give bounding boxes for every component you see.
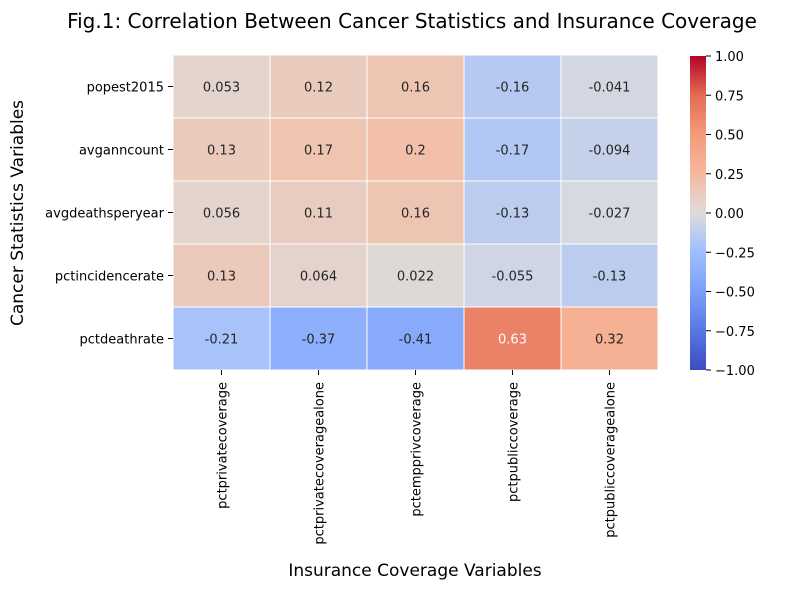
x-tick-label: pctprivatecoverage	[216, 382, 231, 509]
heatmap-cell	[463, 180, 562, 245]
heatmap-cell	[269, 180, 368, 245]
chart-title: Fig.1: Correlation Between Cancer Statis…	[67, 9, 757, 33]
colorbar-tick-label: −0.25	[715, 246, 755, 261]
y-tick-label: avgdeathsperyear	[45, 207, 164, 222]
heatmap-cell	[269, 306, 368, 371]
cell-value-label: -0.041	[589, 81, 631, 96]
x-axis-ticks: pctprivatecoverage pctprivatecoveragealon…	[216, 370, 619, 545]
heatmap-cell	[366, 180, 465, 245]
colorbar-ticks: 1.00 0.75 0.50 0.25 0.00 −0.25 −0.50 −0.75 −1.00	[706, 50, 755, 379]
cell-value-label: 0.056	[203, 207, 240, 222]
cell-value-label: -0.41	[399, 333, 433, 348]
heatmap-cell	[560, 180, 659, 245]
heatmap-cell	[560, 54, 659, 119]
heatmap-cell	[172, 306, 271, 371]
colorbar-tick-label: 0.25	[715, 168, 744, 183]
x-tick-label: pctpubliccoveragealone	[604, 382, 619, 538]
y-tick-label: popest2015	[87, 81, 164, 96]
colorbar-tick-label: −0.50	[715, 286, 755, 301]
colorbar-tick-label: 1.00	[715, 50, 744, 65]
cell-value-label: -0.16	[496, 81, 530, 96]
heatmap-cell	[463, 243, 562, 308]
heatmap-cell	[366, 306, 465, 371]
heatmap-cell	[463, 54, 562, 119]
colorbar	[690, 56, 706, 370]
cell-value-label: -0.13	[496, 207, 530, 222]
heatmap-cell	[366, 117, 465, 182]
cell-value-label: 0.2	[405, 144, 426, 159]
cell-value-label: 0.12	[304, 81, 333, 96]
x-tick-label: pctpubliccoverage	[507, 382, 522, 502]
heatmap-cell	[269, 243, 368, 308]
x-tick-label: pctprivatecoveragealone	[313, 382, 328, 545]
cell-value-label: 0.32	[595, 333, 624, 348]
heatmap-cell	[560, 243, 659, 308]
y-tick-label: pctdeathrate	[80, 333, 164, 348]
cell-value-label: 0.022	[397, 270, 434, 285]
cell-value-label: 0.16	[401, 207, 430, 222]
heatmap-cells	[172, 54, 659, 371]
heatmap-cell	[172, 117, 271, 182]
y-tick-label: avganncount	[79, 144, 164, 159]
heatmap-cell	[366, 54, 465, 119]
heatmap-cell	[560, 117, 659, 182]
cell-value-label: -0.094	[589, 144, 631, 159]
cell-value-label: 0.13	[207, 270, 236, 285]
cell-value-label: -0.055	[492, 270, 534, 285]
cell-value-label: -0.13	[593, 270, 627, 285]
x-tick-label: pctempprivcoverage	[410, 382, 425, 517]
cell-value-label: 0.053	[203, 81, 240, 96]
y-axis-label: Cancer Statistics Variables	[8, 100, 28, 326]
cell-value-label: -0.17	[496, 144, 530, 159]
heatmap-cell	[560, 306, 659, 371]
cell-value-label: 0.16	[401, 81, 430, 96]
cell-value-label: 0.11	[304, 207, 333, 222]
cell-value-label: 0.17	[304, 144, 333, 159]
cell-value-label: -0.027	[589, 207, 631, 222]
cell-value-label: 0.064	[300, 270, 337, 285]
cell-value-label: 0.13	[207, 144, 236, 159]
colorbar-tick-label: 0.50	[715, 129, 744, 144]
cell-value-label: -0.37	[302, 333, 336, 348]
heatmap-cell-labels: 0.053 0.12 0.16 -0.16 -0.041 0.13 0.17 0.2 -0.17…	[203, 81, 631, 348]
colorbar-tick-label: 0.00	[715, 207, 744, 222]
x-axis-label: Insurance Coverage Variables	[288, 561, 541, 581]
cell-value-label: 0.63	[498, 333, 527, 348]
colorbar-tick-label: −0.75	[715, 325, 755, 340]
heatmap-cell	[172, 54, 271, 119]
y-axis-ticks: popest2015 avganncount avgdeathsperyear pct…	[45, 81, 173, 348]
cell-value-label: -0.21	[205, 333, 239, 348]
heatmap-cell	[366, 243, 465, 308]
y-tick-label: pctincidencerate	[55, 270, 164, 285]
colorbar-tick-label: −1.00	[715, 364, 755, 379]
colorbar-tick-label: 0.75	[715, 89, 744, 104]
heatmap-cell	[269, 54, 368, 119]
